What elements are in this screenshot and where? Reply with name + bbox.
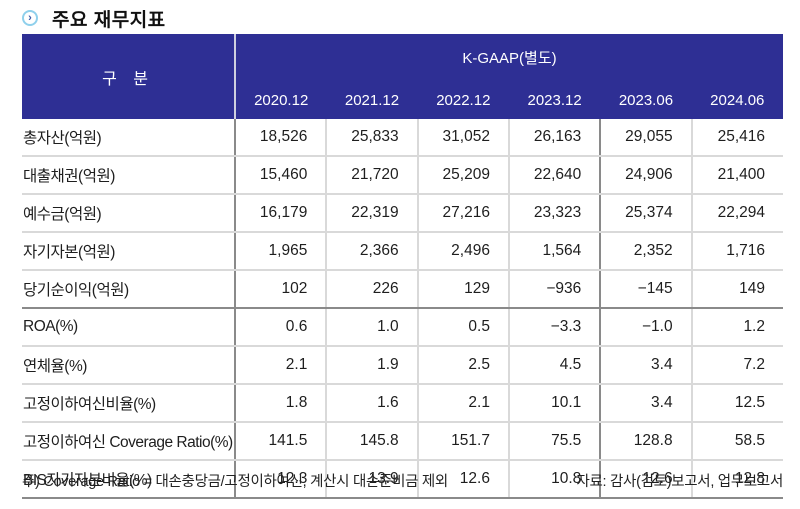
cell-value: 58.5 bbox=[690, 422, 783, 461]
row-label: 당기순이익(억원) bbox=[22, 270, 236, 309]
cell-value: −3.3 bbox=[507, 308, 601, 347]
table-row: 고정이하여신비율(%) 1.8 1.6 2.1 10.1 3.4 12.5 bbox=[22, 384, 783, 423]
column-header: 2023.12 bbox=[508, 81, 601, 119]
table-row: 고정이하여신 Coverage Ratio(%) 141.5 145.8 151.7 7… bbox=[22, 422, 783, 461]
cell-value: 1,965 bbox=[234, 232, 327, 271]
cell-value: 21,720 bbox=[325, 156, 418, 195]
table-row: ROA(%) 0.6 1.0 0.5 −3.3 −1.0 1.2 bbox=[22, 308, 783, 347]
cell-value: 21,400 bbox=[690, 156, 783, 195]
column-header: 2021.12 bbox=[326, 81, 418, 119]
cell-value: 22,319 bbox=[325, 194, 418, 233]
cell-value: 2.1 bbox=[416, 384, 509, 423]
table-body: 총자산(억원) 18,526 25,833 31,052 26,163 29,055 25,… bbox=[22, 119, 783, 499]
table-row: 당기순이익(억원) 102 226 129 −936 −145 149 bbox=[22, 270, 783, 309]
column-header: 2023.06 bbox=[600, 81, 692, 119]
cell-value: 7.2 bbox=[690, 346, 783, 385]
cell-value: 22,640 bbox=[507, 156, 601, 195]
cell-value: 4.5 bbox=[507, 346, 601, 385]
cell-value: 29,055 bbox=[599, 119, 692, 157]
cell-value: 0.6 bbox=[234, 308, 327, 347]
cell-value: 2.1 bbox=[234, 346, 327, 385]
cell-value: 1.0 bbox=[325, 308, 418, 347]
cell-value: 12.3 bbox=[234, 460, 327, 499]
cell-value: 12.5 bbox=[690, 384, 783, 423]
footnote: 주) Coverage Ratio = 대손충당금/고정이하여신, 계산시 대손… bbox=[22, 474, 448, 490]
cell-value: 31,052 bbox=[416, 119, 509, 157]
table-row: 연체율(%) 2.1 1.9 2.5 4.5 3.4 7.2 bbox=[22, 346, 783, 385]
cell-value: 27,216 bbox=[416, 194, 509, 233]
row-label: BIS자기자본비율(%) bbox=[22, 460, 236, 499]
cell-value: 24,906 bbox=[599, 156, 692, 195]
cell-value: 0.5 bbox=[416, 308, 509, 347]
table-row: 자기자본(억원) 1,965 2,366 2,496 1,564 2,352 1,716 bbox=[22, 232, 783, 271]
cell-value: 12.6 bbox=[416, 460, 509, 499]
section-title: › 주요 재무지표 bbox=[22, 4, 166, 32]
cell-value: 15,460 bbox=[234, 156, 327, 195]
source-note: 자료: 감사(검토)보고서, 업무보고서 bbox=[576, 474, 783, 490]
column-header: 2020.12 bbox=[235, 81, 327, 119]
cell-value: 3.4 bbox=[599, 384, 692, 423]
cell-value: 12.8 bbox=[690, 460, 783, 499]
cell-value: 1.8 bbox=[234, 384, 327, 423]
cell-value: 1,564 bbox=[507, 232, 601, 271]
row-label: 자기자본(억원) bbox=[22, 232, 236, 271]
cell-value: 145.8 bbox=[325, 422, 418, 461]
cell-value: 1.6 bbox=[325, 384, 418, 423]
cell-value: 151.7 bbox=[416, 422, 509, 461]
cell-value: 2,366 bbox=[325, 232, 418, 271]
table-column-header-row: 2020.12 2021.12 2022.12 2023.12 2023.06 2024.… bbox=[22, 81, 783, 119]
cell-value: 16,179 bbox=[234, 194, 327, 233]
cell-value: −1.0 bbox=[599, 308, 692, 347]
cell-value: 12.6 bbox=[599, 460, 692, 499]
cell-value: 25,209 bbox=[416, 156, 509, 195]
row-label: 고정이하여신비율(%) bbox=[22, 384, 236, 423]
cell-value: 128.8 bbox=[599, 422, 692, 461]
financial-indicators-table: 구 분 K-GAAP(별도) 2020.12 2021.12 2022.12 2023… bbox=[22, 34, 783, 499]
cell-value: 102 bbox=[234, 270, 327, 309]
cell-value: 149 bbox=[690, 270, 783, 309]
cell-value: −936 bbox=[507, 270, 601, 309]
cell-value: 3.4 bbox=[599, 346, 692, 385]
chevron-right-circle-icon: › bbox=[22, 10, 38, 26]
cell-value: 22,294 bbox=[690, 194, 783, 233]
cell-value: 75.5 bbox=[507, 422, 601, 461]
header-category: 구 분 bbox=[22, 34, 237, 119]
row-label: ROA(%) bbox=[22, 308, 236, 347]
cell-value: 18,526 bbox=[234, 119, 327, 157]
header-group-kgaap: K-GAAP(별도) bbox=[235, 34, 783, 81]
cell-value: 1.9 bbox=[325, 346, 418, 385]
cell-value: 23,323 bbox=[507, 194, 601, 233]
cell-value: 25,833 bbox=[325, 119, 418, 157]
cell-value: 141.5 bbox=[234, 422, 327, 461]
cell-value: 25,374 bbox=[599, 194, 692, 233]
page-title: 주요 재무지표 bbox=[52, 9, 166, 31]
table-row: 총자산(억원) 18,526 25,833 31,052 26,163 29,055 25,… bbox=[22, 119, 783, 157]
cell-value: −145 bbox=[599, 270, 692, 309]
cell-value: 13.9 bbox=[325, 460, 418, 499]
column-header: 2022.12 bbox=[417, 81, 509, 119]
cell-value: 2.5 bbox=[416, 346, 509, 385]
column-header: 2024.06 bbox=[691, 81, 783, 119]
cell-value: 25,416 bbox=[690, 119, 783, 157]
table-row: BIS자기자본비율(%) 12.3 13.9 12.6 10.8 12.6 12.8 bbox=[22, 460, 783, 499]
table-row: 대출채권(억원) 15,460 21,720 25,209 22,640 24,906 21… bbox=[22, 156, 783, 195]
cell-value: 2,496 bbox=[416, 232, 509, 271]
cell-value: 129 bbox=[416, 270, 509, 309]
cell-value: 10.8 bbox=[507, 460, 601, 499]
row-label: 총자산(억원) bbox=[22, 119, 236, 157]
cell-value: 1.2 bbox=[690, 308, 783, 347]
cell-value: 226 bbox=[325, 270, 418, 309]
cell-value: 2,352 bbox=[599, 232, 692, 271]
cell-value: 26,163 bbox=[507, 119, 601, 157]
cell-value: 10.1 bbox=[507, 384, 601, 423]
table-row: 예수금(억원) 16,179 22,319 27,216 23,323 25,374 22,… bbox=[22, 194, 783, 233]
row-label: 연체율(%) bbox=[22, 346, 236, 385]
row-label: 고정이하여신 Coverage Ratio(%) bbox=[22, 422, 236, 461]
cell-value: 1,716 bbox=[690, 232, 783, 271]
row-label: 예수금(억원) bbox=[22, 194, 236, 233]
row-label: 대출채권(억원) bbox=[22, 156, 236, 195]
table-header-row: 구 분 K-GAAP(별도) bbox=[22, 34, 783, 119]
